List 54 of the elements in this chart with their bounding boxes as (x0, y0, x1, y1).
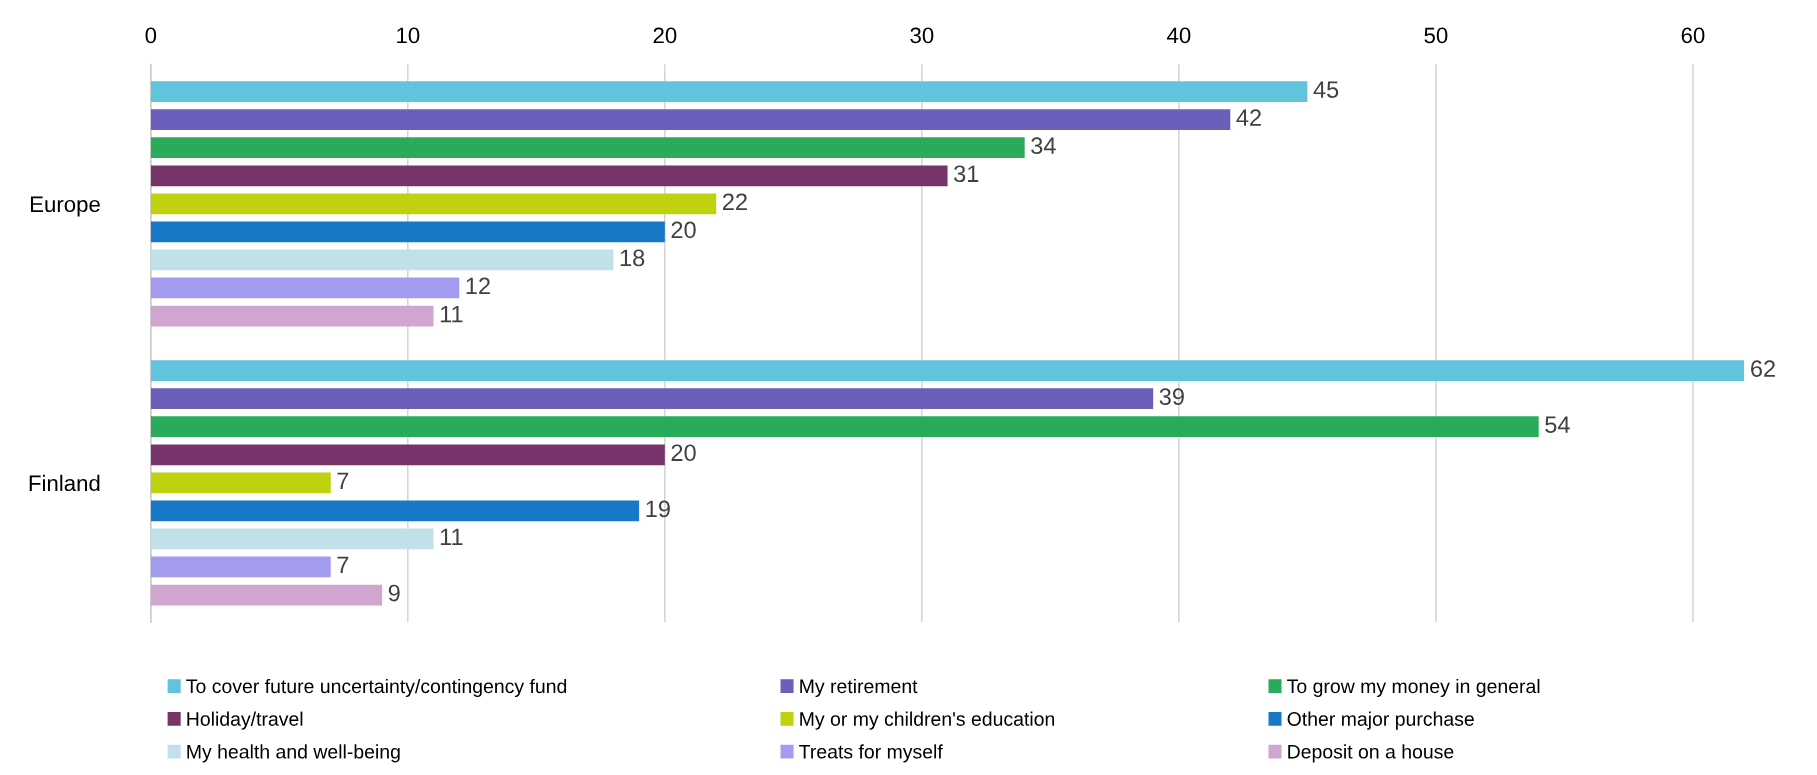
x-tick-label: 10 (397, 27, 420, 44)
legend-label: My retirement (800, 678, 918, 698)
bar (150, 500, 640, 522)
x-tick-label: 40 (1167, 27, 1191, 44)
data-label: 7 (337, 556, 349, 574)
y-tick-label: Europe (30, 196, 100, 217)
legend-label: My or my children's education (800, 711, 1055, 730)
bar (150, 165, 948, 187)
bar (150, 305, 434, 327)
legend-label: My health and well-being (187, 744, 400, 763)
bar (150, 556, 331, 578)
bar (150, 472, 331, 494)
bar (150, 81, 1308, 102)
bar (150, 388, 1154, 410)
data-label: 54 (1545, 416, 1570, 434)
bar (150, 444, 665, 466)
bar (150, 249, 614, 271)
data-label: 31 (954, 165, 979, 183)
data-label: 7 (337, 472, 349, 489)
data-label: 22 (722, 193, 747, 210)
x-tick-label: 50 (1424, 27, 1448, 44)
data-label: 34 (1031, 137, 1056, 155)
data-label: 18 (620, 249, 645, 267)
data-label: 9 (388, 584, 400, 602)
data-label: 20 (671, 221, 696, 239)
bar (150, 528, 434, 550)
legend-label: To grow my money in general (1287, 678, 1540, 698)
bar (150, 360, 1745, 381)
legend-label: Treats for myself (799, 744, 943, 763)
data-label: 11 (440, 528, 463, 546)
bar (150, 221, 665, 243)
bar (150, 109, 1231, 131)
legend-label: Deposit on a house (1288, 744, 1454, 763)
x-tick-label: 60 (1681, 27, 1705, 44)
bar (150, 584, 383, 606)
legend-label: Holiday/travel (187, 711, 303, 730)
bar (150, 137, 1025, 159)
x-tick-label: 20 (653, 27, 677, 44)
legend-label: Other major purchase (1287, 711, 1474, 730)
data-label: 12 (466, 277, 490, 295)
legend-label: To cover future uncertainty/contingency fund (186, 678, 567, 698)
data-label: 20 (671, 444, 696, 462)
data-label: 45 (1313, 81, 1339, 98)
data-label: 19 (646, 500, 670, 518)
x-tick-label: 0 (145, 27, 157, 44)
x-tick-label: 30 (910, 27, 934, 44)
bar (150, 416, 1539, 438)
bar (150, 193, 717, 215)
data-label: 42 (1236, 109, 1261, 126)
data-label: 11 (440, 305, 463, 323)
data-label: 39 (1159, 388, 1184, 405)
bar (150, 277, 460, 299)
y-tick-label: Finland (29, 474, 100, 492)
data-label: 62 (1751, 360, 1775, 377)
